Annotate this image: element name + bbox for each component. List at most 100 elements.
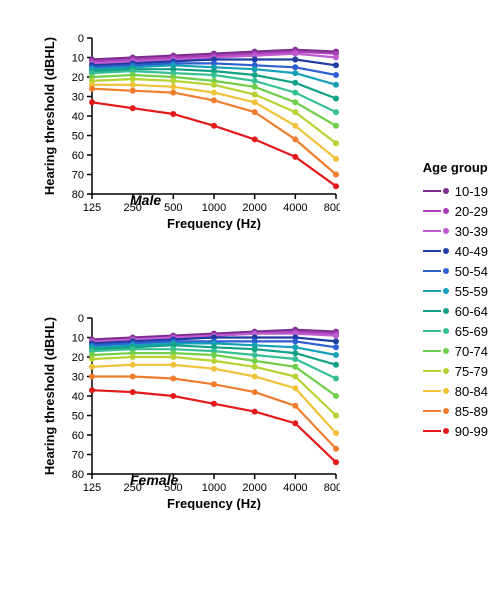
series-marker [252,358,258,364]
series-marker [211,352,217,358]
y-tick-label: 20 [72,352,84,364]
x-axis-title: Frequency (Hz) [167,216,261,230]
legend-swatch-line [423,390,441,392]
legend-item: 55-59 [423,281,488,301]
series-marker [89,356,95,362]
legend: Age group 10-1920-2930-3940-4950-5455-59… [423,160,488,441]
x-tick-label: 125 [83,202,101,214]
series-marker [292,57,298,63]
series-marker [211,381,217,387]
legend-label: 10-19 [455,184,488,199]
y-tick-label: 0 [78,313,84,325]
y-tick-label: 10 [72,53,84,65]
series-marker [252,374,258,380]
series-marker [211,82,217,88]
legend-swatch-dot [443,408,449,414]
series-marker [333,172,339,178]
legend-label: 20-29 [455,204,488,219]
series-marker [333,393,339,399]
series-marker [252,109,258,115]
x-tick-label: 8000 [324,202,340,214]
legend-item: 10-19 [423,181,488,201]
legend-swatch-line [423,290,441,292]
y-tick-label: 60 [72,150,84,162]
x-tick-label: 2000 [242,482,266,494]
series-marker [211,123,217,129]
panel-label-male: Male [130,192,161,208]
legend-swatch-line [423,430,441,432]
series-marker [333,446,339,452]
series-marker [292,123,298,129]
series-marker [292,99,298,105]
series-marker [170,84,176,90]
series-marker [292,51,298,57]
series-marker [333,183,339,189]
legend-label: 60-64 [455,304,488,319]
series-marker [292,385,298,391]
series-line [92,377,336,449]
series-marker [292,338,298,344]
legend-swatch-dot [443,208,449,214]
y-tick-label: 60 [72,430,84,442]
legend-swatch-line [423,330,441,332]
series-marker [333,109,339,115]
series-marker [333,362,339,368]
x-tick-label: 125 [83,482,101,494]
series-marker [252,389,258,395]
series-marker [252,352,258,358]
legend-swatch-dot [443,248,449,254]
series-marker [211,97,217,103]
legend-label: 30-39 [455,224,488,239]
legend-item: 50-54 [423,261,488,281]
y-axis-title: Hearing threshold (dBHL) [42,317,57,475]
series-marker [292,350,298,356]
legend-item: 65-69 [423,321,488,341]
series-marker [252,409,258,415]
legend-label: 80-84 [455,384,488,399]
x-tick-label: 1000 [202,482,226,494]
y-tick-label: 70 [72,170,84,182]
legend-label: 90-99 [455,424,488,439]
legend-swatch-line [423,270,441,272]
series-marker [292,403,298,409]
series-marker [252,136,258,142]
panel-label-female: Female [130,472,178,488]
series-marker [292,356,298,362]
legend-item: 30-39 [423,221,488,241]
legend-swatch-dot [443,308,449,314]
series-marker [252,72,258,78]
x-tick-label: 500 [164,202,182,214]
series-marker [252,57,258,63]
series-marker [170,90,176,96]
series-marker [252,66,258,72]
y-tick-label: 80 [72,189,84,201]
x-tick-label: 4000 [283,482,307,494]
x-tick-label: 4000 [283,202,307,214]
series-marker [130,354,136,360]
y-tick-label: 0 [78,33,84,45]
legend-label: 55-59 [455,284,488,299]
series-marker [89,364,95,370]
series-marker [170,111,176,117]
y-tick-label: 10 [72,333,84,345]
legend-item: 75-79 [423,361,488,381]
legend-swatch-dot [443,368,449,374]
series-marker [130,76,136,82]
series-marker [333,55,339,61]
y-tick-label: 40 [72,111,84,123]
y-tick-label: 30 [72,92,84,104]
x-axis-title: Frequency (Hz) [167,496,261,510]
legend-swatch-dot [443,228,449,234]
legend-item: 90-99 [423,421,488,441]
series-marker [292,344,298,350]
series-marker [211,358,217,364]
series-marker [130,362,136,368]
legend-item: 60-64 [423,301,488,321]
y-axis-title: Hearing threshold (dBHL) [42,37,57,195]
series-marker [89,99,95,105]
legend-swatch-line [423,230,441,232]
series-marker [170,78,176,84]
series-marker [211,72,217,78]
legend-swatch-line [423,410,441,412]
legend-swatch-dot [443,428,449,434]
